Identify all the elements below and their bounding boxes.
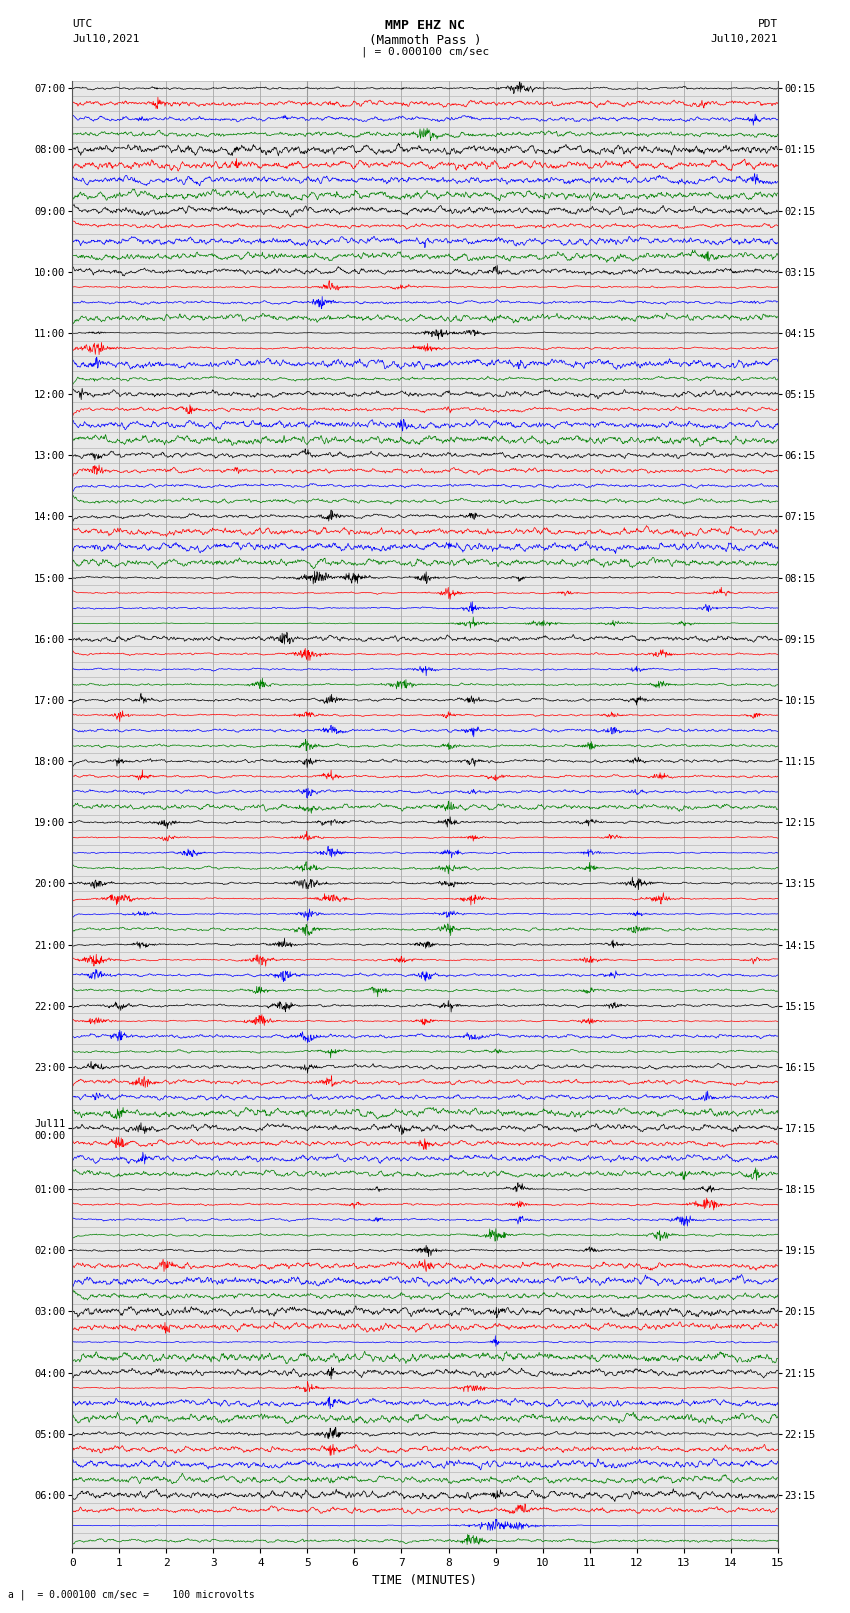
Text: a |  = 0.000100 cm/sec =    100 microvolts: a | = 0.000100 cm/sec = 100 microvolts	[8, 1589, 255, 1600]
Text: UTC: UTC	[72, 19, 93, 29]
Text: MMP EHZ NC: MMP EHZ NC	[385, 19, 465, 32]
Text: (Mammoth Pass ): (Mammoth Pass )	[369, 34, 481, 47]
Text: Jul10,2021: Jul10,2021	[72, 34, 139, 44]
Text: PDT: PDT	[757, 19, 778, 29]
Text: Jul10,2021: Jul10,2021	[711, 34, 778, 44]
Text: | = 0.000100 cm/sec: | = 0.000100 cm/sec	[361, 47, 489, 58]
X-axis label: TIME (MINUTES): TIME (MINUTES)	[372, 1574, 478, 1587]
